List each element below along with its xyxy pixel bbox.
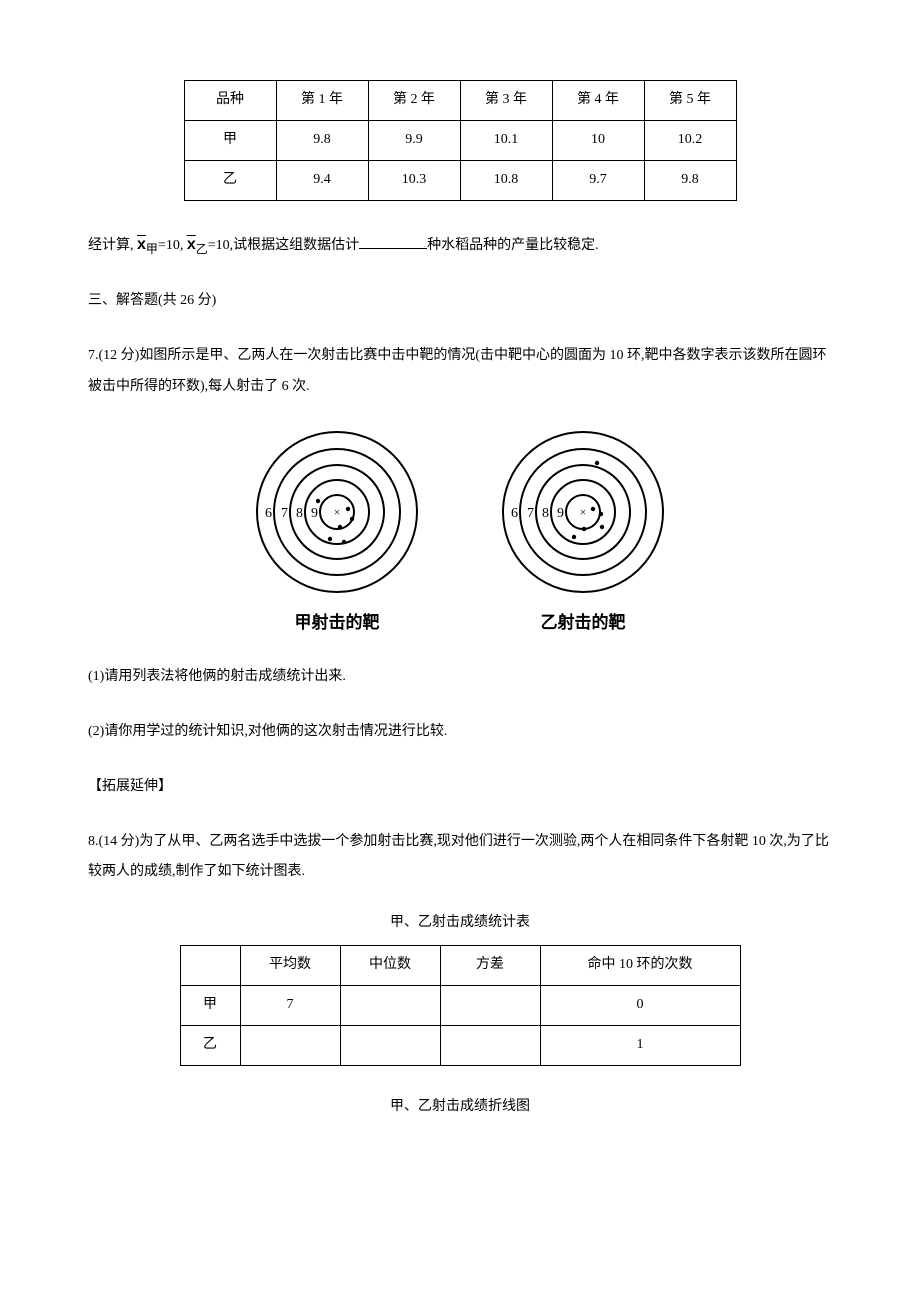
fill-blank[interactable] <box>359 235 427 249</box>
sub-jia: 甲 <box>146 242 158 256</box>
t1-r1c4: 9.7 <box>552 161 644 201</box>
eq1: =10, <box>158 238 183 253</box>
svg-text:6: 6 <box>265 506 272 521</box>
shooting-stats-table: 平均数 中位数 方差 命中 10 环的次数 甲 7 0 乙 1 <box>180 945 741 1066</box>
svg-text:9: 9 <box>311 506 318 521</box>
t2-h1: 平均数 <box>240 945 340 985</box>
t2-h4: 命中 10 环的次数 <box>540 945 740 985</box>
target-jia-icon: 6789 × <box>252 427 422 597</box>
target-yi-wrap: 6789 × 乙射击的靶 <box>498 427 668 637</box>
t1-h0: 品种 <box>184 81 276 121</box>
t1-h1: 第 1 年 <box>276 81 368 121</box>
sub-yi: 乙 <box>196 242 208 256</box>
xbar-jia-icon: x <box>137 237 146 253</box>
t1-h2: 第 2 年 <box>368 81 460 121</box>
svg-text:7: 7 <box>281 506 288 521</box>
line-chart-title: 甲、乙射击成绩折线图 <box>88 1096 832 1118</box>
t1-h3: 第 3 年 <box>460 81 552 121</box>
svg-text:8: 8 <box>542 506 549 521</box>
svg-text:×: × <box>580 505 587 519</box>
svg-text:6: 6 <box>511 506 518 521</box>
t1-r1c2: 10.3 <box>368 161 460 201</box>
t1-r1c0: 乙 <box>184 161 276 201</box>
t2-r1c3 <box>440 1025 540 1065</box>
t2-r0c4: 0 <box>540 985 740 1025</box>
t1-h5: 第 5 年 <box>644 81 736 121</box>
t1-r0c4: 10 <box>552 121 644 161</box>
rice-yield-table: 品种 第 1 年 第 2 年 第 3 年 第 4 年 第 5 年 甲 9.8 9… <box>184 80 737 201</box>
xbar-yi-icon: x <box>187 237 196 253</box>
t2-r0c1: 7 <box>240 985 340 1025</box>
targets-figure: 6789× 甲射击的靶 6789× 乙射击的靶 <box>88 427 832 637</box>
calc-suffix: 种水稻品种的产量比较稳定. <box>427 238 599 253</box>
extension-heading: 【拓展延伸】 <box>88 772 832 803</box>
target-yi-label: 乙射击的靶 <box>498 609 668 636</box>
t2-r1c4: 1 <box>540 1025 740 1065</box>
t1-r1c3: 10.8 <box>460 161 552 201</box>
t2-h0 <box>180 945 240 985</box>
t1-h4: 第 4 年 <box>552 81 644 121</box>
t1-r1c5: 9.8 <box>644 161 736 201</box>
eq2: =10,试根据这组数据估计 <box>208 238 359 253</box>
calc-paragraph: 经计算, x甲=10, x乙=10,试根据这组数据估计种水稻品种的产量比较稳定. <box>88 231 832 262</box>
t2-r1c2 <box>340 1025 440 1065</box>
t2-r0c0: 甲 <box>180 985 240 1025</box>
t1-r0c0: 甲 <box>184 121 276 161</box>
question-7: 7.(12 分)如图所示是甲、乙两人在一次射击比赛中击中靶的情况(击中靶中心的圆… <box>88 341 832 403</box>
t1-r0c3: 10.1 <box>460 121 552 161</box>
t1-r0c2: 9.9 <box>368 121 460 161</box>
calc-prefix: 经计算, <box>88 238 134 253</box>
t2-r0c3 <box>440 985 540 1025</box>
t1-r0c1: 9.8 <box>276 121 368 161</box>
question-8: 8.(14 分)为了从甲、乙两名选手中选拔一个参加射击比赛,现对他们进行一次测验… <box>88 827 832 889</box>
t2-h3: 方差 <box>440 945 540 985</box>
question-7-1: (1)请用列表法将他俩的射击成绩统计出来. <box>88 662 832 693</box>
svg-text:×: × <box>334 505 341 519</box>
target-jia-label: 甲射击的靶 <box>252 609 422 636</box>
target-jia-wrap: 6789 × 甲射击的靶 <box>252 427 422 637</box>
t2-r1c0: 乙 <box>180 1025 240 1065</box>
target-yi-icon: 6789 × <box>498 427 668 597</box>
table2-title: 甲、乙射击成绩统计表 <box>88 912 832 934</box>
svg-text:9: 9 <box>557 506 564 521</box>
t1-r0c5: 10.2 <box>644 121 736 161</box>
t2-h2: 中位数 <box>340 945 440 985</box>
svg-text:7: 7 <box>527 506 534 521</box>
t2-r1c1 <box>240 1025 340 1065</box>
section-3-heading: 三、解答题(共 26 分) <box>88 286 832 317</box>
question-7-2: (2)请你用学过的统计知识,对他俩的这次射击情况进行比较. <box>88 717 832 748</box>
t1-r1c1: 9.4 <box>276 161 368 201</box>
svg-text:8: 8 <box>296 506 303 521</box>
t2-r0c2 <box>340 985 440 1025</box>
